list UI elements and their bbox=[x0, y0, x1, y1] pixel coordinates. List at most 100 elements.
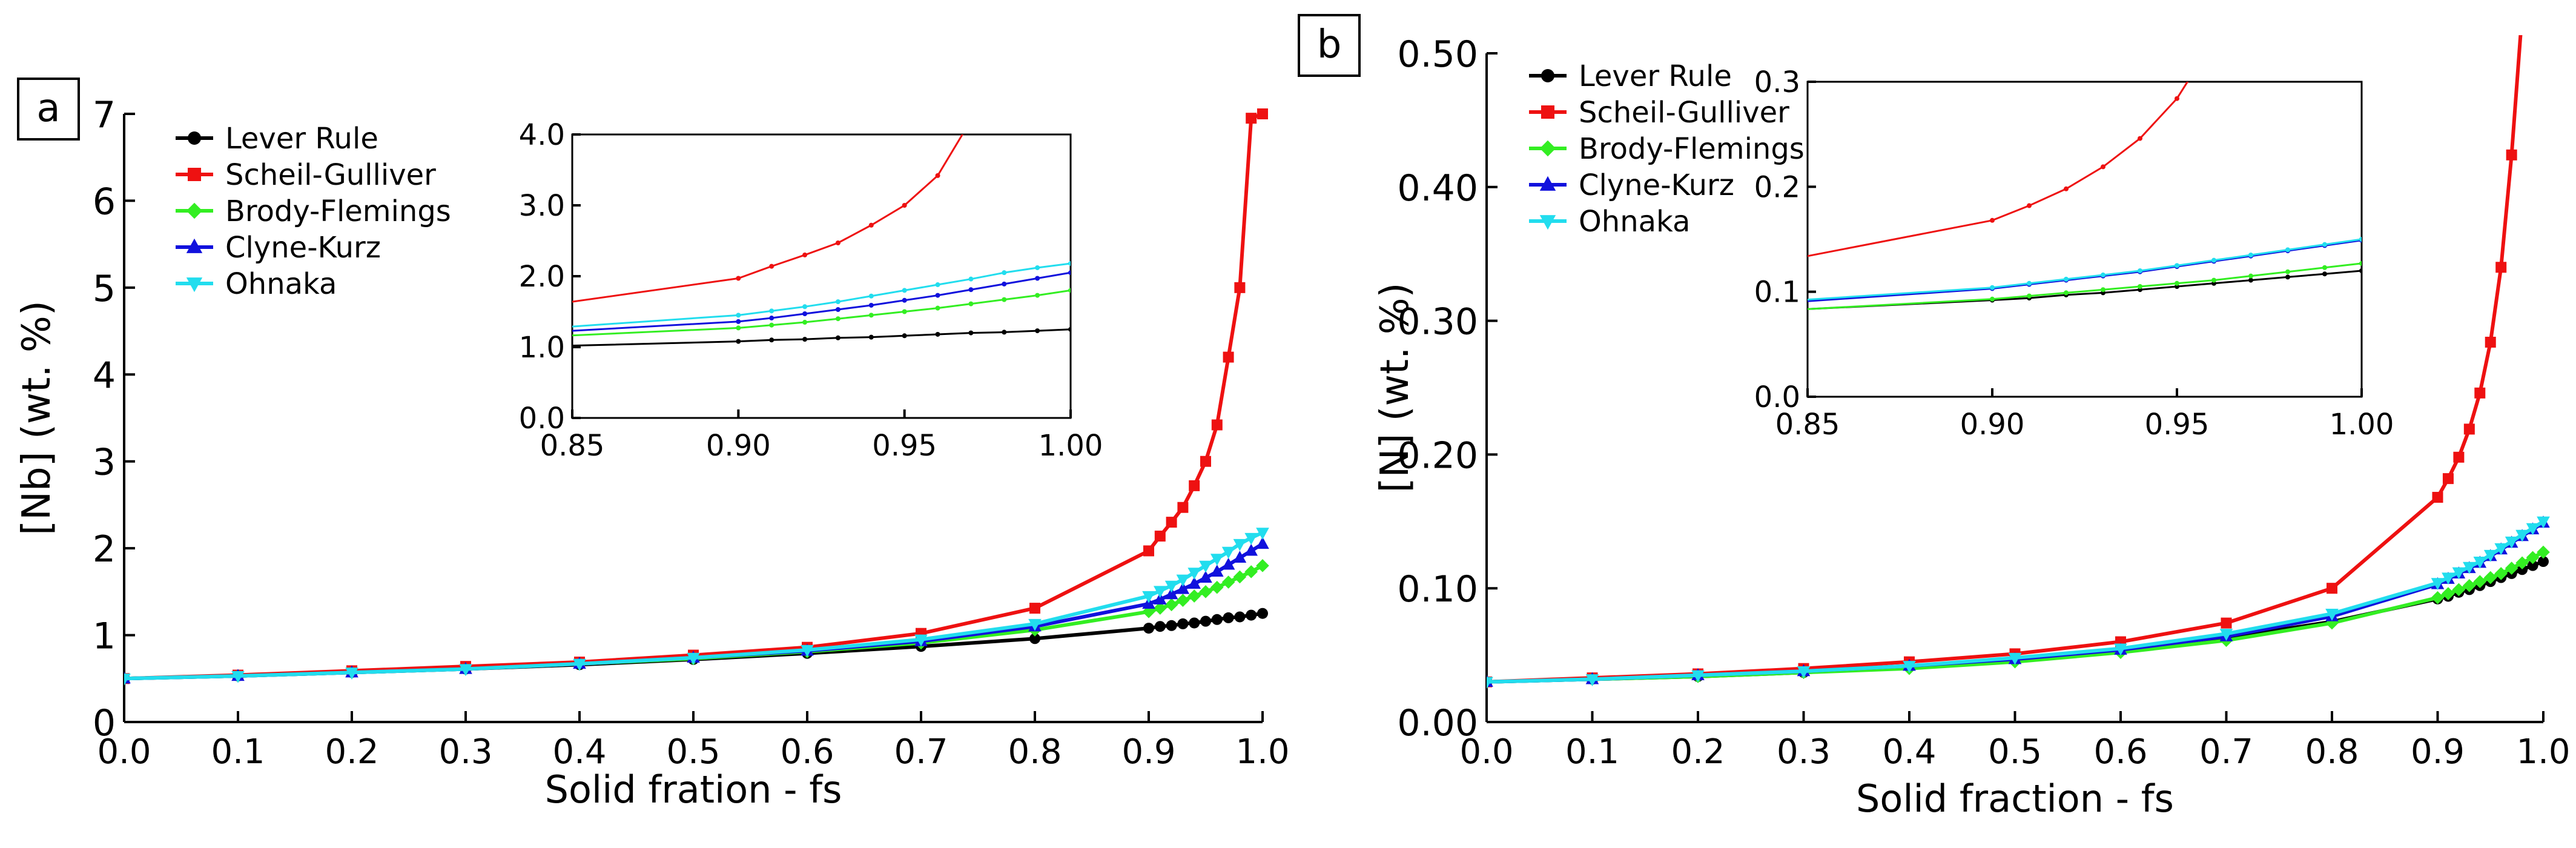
x-tick-label: 0.0 bbox=[1459, 732, 1513, 772]
data-point bbox=[1154, 601, 1167, 615]
inset-data-point bbox=[1035, 276, 1040, 281]
legend-marker bbox=[188, 131, 201, 145]
inset-data-point bbox=[1990, 296, 1995, 302]
inset-data-point bbox=[1068, 260, 1071, 266]
legend-marker bbox=[186, 202, 203, 219]
y-tick-label: 3 bbox=[93, 442, 116, 484]
legend-marker bbox=[188, 168, 201, 181]
data-point bbox=[1234, 282, 1246, 293]
inset-data-point bbox=[802, 320, 808, 325]
inset-data-point bbox=[835, 335, 841, 340]
y-tick-label: 4 bbox=[93, 354, 116, 397]
data-point bbox=[2453, 451, 2465, 463]
data-point bbox=[1199, 560, 1212, 573]
inset-data-point bbox=[2322, 271, 2327, 277]
inset-data-point bbox=[2027, 280, 2032, 286]
data-point bbox=[1029, 633, 1040, 644]
data-point bbox=[1199, 571, 1212, 583]
inset-data-point bbox=[1002, 297, 1007, 302]
inset-data-point bbox=[2211, 277, 2216, 283]
inset-series-group bbox=[572, 134, 1071, 347]
inset-series-line bbox=[572, 289, 1071, 337]
inset-series-line bbox=[1808, 239, 2362, 302]
data-point bbox=[231, 671, 245, 683]
data-point bbox=[2463, 578, 2476, 592]
inset-data-point bbox=[935, 173, 940, 178]
data-point bbox=[1223, 351, 1234, 363]
inset-data-point bbox=[2064, 290, 2069, 296]
inset-y-tick-label: 3.0 bbox=[519, 189, 565, 223]
data-point bbox=[1210, 565, 1224, 577]
data-point bbox=[2114, 643, 2127, 656]
inset-data-point bbox=[2175, 263, 2179, 268]
inset-data-point bbox=[1002, 330, 1007, 335]
data-point bbox=[1199, 585, 1212, 598]
x-tick-label: 0.0 bbox=[97, 732, 151, 772]
data-point bbox=[124, 674, 131, 686]
data-point bbox=[2452, 567, 2466, 580]
inset-data-point bbox=[802, 304, 808, 310]
data-point bbox=[2442, 587, 2455, 600]
data-point bbox=[1691, 670, 1705, 683]
x-tick-label: 0.3 bbox=[438, 732, 492, 772]
y-tick-label: 0.00 bbox=[1397, 702, 1478, 744]
data-point bbox=[2526, 523, 2540, 535]
data-point bbox=[1176, 574, 1190, 587]
x-tick-label: 0.2 bbox=[1671, 732, 1725, 772]
data-point bbox=[1244, 532, 1258, 545]
inset-data-point bbox=[1002, 270, 1007, 276]
inset-series-line bbox=[1808, 238, 2362, 301]
data-point bbox=[2538, 556, 2549, 568]
data-point bbox=[1187, 568, 1201, 580]
inset-chart: 0.85 0.90 0.95 1.00 0.0 1.0 2.0 3.0 4.0 bbox=[519, 118, 1103, 463]
inset-data-point bbox=[2322, 265, 2327, 270]
legend-marker bbox=[186, 238, 203, 253]
data-point bbox=[1487, 677, 1493, 689]
inset-data-point bbox=[769, 322, 774, 328]
data-point bbox=[1585, 674, 1599, 687]
data-point bbox=[1797, 666, 1811, 678]
inset-data-point bbox=[802, 337, 808, 342]
inset-data-point bbox=[1035, 328, 1040, 334]
inset-data-point bbox=[835, 240, 841, 246]
data-point bbox=[2452, 583, 2466, 597]
data-point bbox=[1189, 480, 1200, 491]
data-point bbox=[1164, 598, 1178, 612]
inset-data-point bbox=[2027, 203, 2032, 208]
panel-label: b bbox=[1317, 22, 1342, 67]
inset-data-point bbox=[968, 287, 974, 293]
inset-data-point bbox=[736, 313, 741, 318]
data-point bbox=[1246, 113, 1257, 124]
x-tick-label: 0.1 bbox=[211, 732, 265, 772]
inset-data-point bbox=[2175, 280, 2179, 286]
inset-data-point bbox=[2101, 164, 2105, 170]
inset-data-point bbox=[736, 339, 741, 344]
inset-data-point bbox=[868, 293, 874, 299]
y-axis-label: [Nb] (wt. %) bbox=[15, 300, 59, 535]
x-tick-label: 0.4 bbox=[552, 732, 606, 772]
data-point bbox=[2327, 583, 2337, 594]
data-point bbox=[1142, 591, 1155, 603]
data-point bbox=[1903, 661, 1916, 673]
inset-data-point bbox=[1068, 288, 1071, 293]
inset-data-point bbox=[802, 311, 808, 317]
legend-label: Brody-Flemings bbox=[1579, 132, 1805, 166]
data-point bbox=[2325, 609, 2339, 621]
y-tick-label: 1 bbox=[93, 615, 116, 658]
data-point bbox=[2505, 561, 2518, 575]
chart-panel-b: 0.0 0.1 0.2 0.3 0.4 0.5 0.6 0.7 0.8 0.9 1.0 0.00 0.1… bbox=[1298, 14, 2571, 821]
inset-y-tick-label: 0.3 bbox=[1754, 65, 1800, 99]
y-tick-label: 0.30 bbox=[1397, 301, 1478, 343]
chart-panel-a: 0.0 0.1 0.2 0.3 0.4 0.5 0.6 0.7 0.8 0.9 1.00123456… bbox=[15, 78, 1290, 812]
data-point bbox=[2431, 591, 2445, 605]
x-tick-label: 1.0 bbox=[2516, 732, 2570, 772]
data-point bbox=[2431, 578, 2445, 591]
data-point bbox=[1177, 618, 1189, 629]
panel-label-box bbox=[17, 78, 80, 141]
inset-data-point bbox=[2138, 284, 2142, 289]
inset-x-tick-label: 0.95 bbox=[2145, 408, 2210, 442]
inset-data-point bbox=[1035, 293, 1040, 298]
data-point bbox=[2473, 556, 2487, 569]
legend-label: Ohnaka bbox=[1579, 205, 1690, 239]
data-point bbox=[2463, 423, 2475, 435]
